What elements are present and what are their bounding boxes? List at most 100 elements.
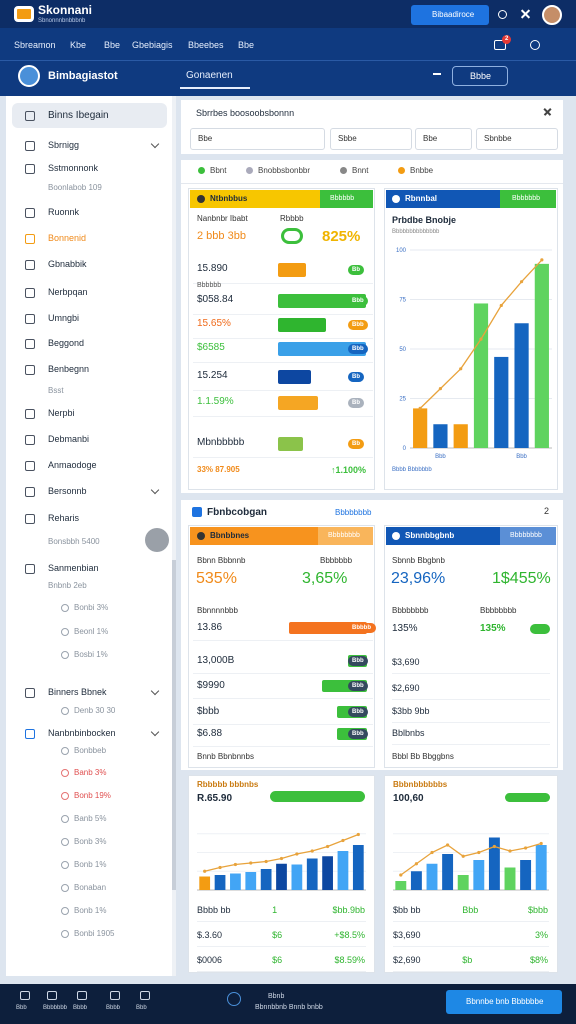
badge-count: 2 bbox=[505, 36, 509, 42]
primary-button[interactable] bbox=[446, 990, 562, 1014]
bottom-tab[interactable]: Bbb bbox=[136, 1005, 147, 1011]
sidebar-subitem[interactable]: Bonbi 3% bbox=[74, 603, 109, 612]
select-label[interactable]: Sbnbbe bbox=[484, 134, 512, 143]
sidebar-item[interactable]: Ruonnk bbox=[48, 207, 80, 217]
sidebar-subitem[interactable]: Bosbi 1% bbox=[74, 650, 108, 659]
badge bbox=[502, 35, 511, 44]
bar bbox=[276, 863, 287, 890]
tab[interactable]: Bnbbe bbox=[410, 166, 434, 175]
select-label[interactable]: Bbbe bbox=[470, 71, 492, 81]
sidebar-subitem[interactable]: Bonb 3% bbox=[74, 837, 107, 846]
sidebar-item[interactable]: Nerpbi bbox=[48, 408, 75, 418]
bottom-tab[interactable]: Bbb bbox=[16, 1005, 27, 1011]
select-label[interactable]: Sbbe bbox=[338, 134, 357, 143]
icon[interactable] bbox=[494, 40, 506, 50]
label: Nanbnbr Ibabt bbox=[197, 214, 248, 223]
sidebar-subitem[interactable]: Banb 5% bbox=[74, 814, 107, 823]
nav-tab[interactable]: Sbreamon bbox=[14, 40, 56, 50]
sidebar-subitem[interactable]: Banb 3% bbox=[74, 768, 107, 777]
card-value: 100,60 bbox=[393, 793, 424, 804]
sidebar-item[interactable]: Beggond bbox=[48, 338, 85, 348]
button-label[interactable]: Bbnnbe bnb Bbbbbbe bbox=[466, 997, 544, 1006]
sidebar-subitem[interactable]: Bonb 19% bbox=[74, 791, 111, 800]
avatar[interactable] bbox=[542, 5, 562, 25]
sidebar-item[interactable]: Sbrnigg bbox=[48, 140, 80, 150]
icon bbox=[61, 815, 69, 823]
pill-label: Bb bbox=[352, 267, 360, 273]
sidebar-subitem[interactable]: Bnbnb 2eb bbox=[48, 581, 87, 590]
icon bbox=[25, 435, 35, 445]
row-label: Bblbnbs bbox=[392, 728, 425, 738]
pill-label: Bb bbox=[352, 374, 360, 380]
sidebar-item[interactable]: Nanbnbinbocken bbox=[48, 728, 116, 738]
pill bbox=[348, 439, 364, 449]
select-label[interactable]: Bbe bbox=[198, 134, 213, 143]
trend-point bbox=[203, 869, 207, 873]
bar bbox=[278, 437, 303, 451]
pill bbox=[348, 265, 364, 275]
icon bbox=[61, 884, 69, 892]
icon[interactable] bbox=[20, 991, 30, 1000]
sidebar-item[interactable]: Benbegnn bbox=[48, 364, 90, 374]
nav-tab[interactable]: Kbe bbox=[70, 40, 87, 50]
sidebar-item[interactable]: Nerbpqan bbox=[48, 287, 88, 297]
link[interactable]: Bbbbbbbb bbox=[335, 508, 372, 517]
sidebar-subitem[interactable]: Beonl 1% bbox=[74, 627, 109, 636]
icon[interactable] bbox=[530, 40, 540, 50]
tab[interactable]: Bnnt bbox=[352, 166, 369, 175]
sidebar-item[interactable]: Umngbi bbox=[48, 313, 80, 323]
sidebar-subitem[interactable]: Bonaban bbox=[74, 883, 107, 892]
button-label[interactable]: Bibaadiroce bbox=[432, 10, 475, 19]
sidebar-subitem[interactable]: Bonsbbh 5400 bbox=[48, 537, 100, 546]
sidebar-subitem[interactable]: Denb 30 30 bbox=[74, 706, 116, 715]
select[interactable] bbox=[415, 128, 472, 150]
icon[interactable] bbox=[47, 991, 57, 1000]
tab[interactable]: Gonaenen bbox=[186, 70, 233, 81]
label: Sbnnb Bbgbnb bbox=[392, 556, 445, 565]
sidebar-subitem[interactable]: Bonbbeb bbox=[74, 746, 107, 755]
row-value: +$8.5% bbox=[334, 930, 365, 940]
icon[interactable] bbox=[77, 991, 87, 1000]
select-label[interactable]: Bbe bbox=[423, 134, 438, 143]
sidebar-subitem[interactable]: Bonbi 1905 bbox=[74, 929, 115, 938]
sidebar-item[interactable]: Binners Bbnek bbox=[48, 687, 107, 697]
sidebar-item[interactable]: Sanmenbian bbox=[48, 563, 99, 573]
select[interactable] bbox=[476, 128, 558, 150]
sidebar-subitem[interactable]: Bonb 1% bbox=[74, 906, 107, 915]
nav-tab[interactable]: Bbe bbox=[238, 40, 255, 50]
nav-tab[interactable]: Bbeebes bbox=[188, 40, 224, 50]
sidebar-subitem[interactable]: Bsst bbox=[48, 386, 64, 395]
icon[interactable] bbox=[110, 991, 120, 1000]
nav-tab[interactable]: Bbe bbox=[104, 40, 121, 50]
tab[interactable]: Bbnt bbox=[210, 166, 227, 175]
select[interactable] bbox=[330, 128, 412, 150]
sidebar-item[interactable]: Anmaodoge bbox=[48, 460, 97, 470]
icon[interactable] bbox=[140, 991, 150, 1000]
sidebar-item[interactable]: Bersonnb bbox=[48, 486, 87, 496]
sidebar-item[interactable]: Reharis bbox=[48, 513, 80, 523]
primary-button[interactable] bbox=[411, 5, 489, 25]
select[interactable] bbox=[190, 128, 325, 150]
sidebar-subitem[interactable]: Boonlabob 109 bbox=[48, 183, 102, 192]
bottom-tab[interactable]: Bbbbbbb bbox=[43, 1005, 68, 1011]
bar bbox=[278, 294, 366, 308]
floating-button[interactable] bbox=[145, 528, 169, 552]
trend-line bbox=[400, 842, 542, 876]
pill bbox=[530, 624, 550, 634]
sidebar-subitem[interactable]: Bonb 1% bbox=[74, 860, 107, 869]
chip bbox=[318, 527, 373, 545]
sidebar-item[interactable]: Bonnenid bbox=[48, 233, 87, 243]
chip-label: Bbbbbb bbox=[330, 195, 355, 202]
sidebar-item[interactable]: Debmanbi bbox=[48, 434, 90, 444]
pill bbox=[348, 707, 368, 717]
select[interactable] bbox=[452, 66, 508, 86]
sidebar-item[interactable]: Gbnabbik bbox=[48, 259, 87, 269]
nav-tab[interactable]: Gbebiagis bbox=[132, 40, 173, 50]
icon[interactable] bbox=[498, 10, 507, 19]
sidebar-item[interactable]: Binns Ibegain bbox=[48, 110, 109, 121]
bottom-tab[interactable]: Bbbb bbox=[73, 1005, 88, 1011]
icon bbox=[392, 532, 400, 540]
sidebar-item[interactable]: Sstmonnonk bbox=[48, 163, 99, 173]
tab[interactable]: Bnobbsbonbbr bbox=[258, 166, 311, 175]
bottom-tab[interactable]: Bbbb bbox=[106, 1005, 121, 1011]
